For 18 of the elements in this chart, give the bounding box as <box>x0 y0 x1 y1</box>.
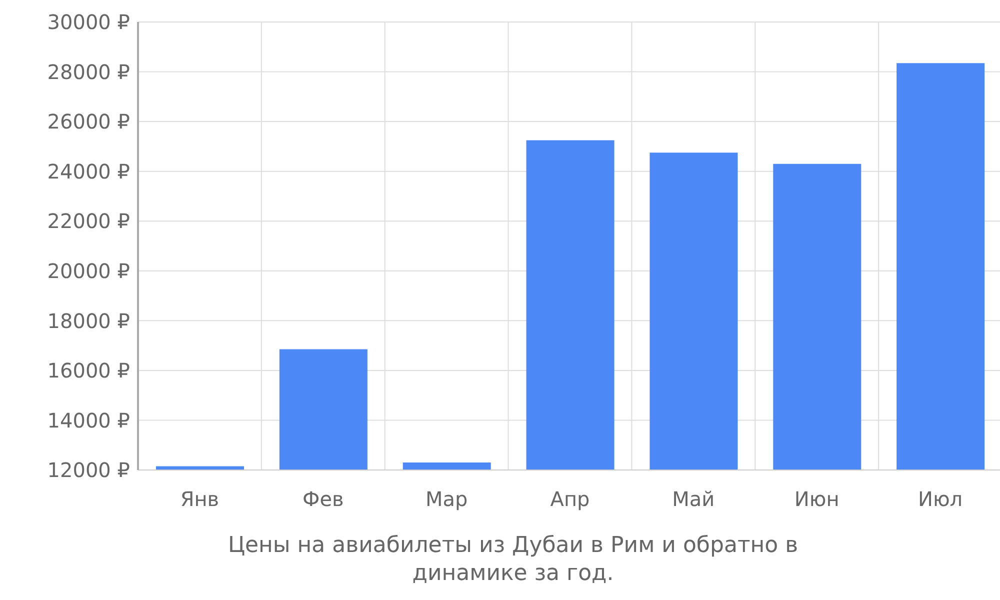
x-tick-label: Апр <box>550 487 590 512</box>
y-tick-label: 20000 ₽ <box>47 258 130 283</box>
x-axis-title: Цены на авиабилеты из Дубаи в Рим и обратно в динамике за год. <box>226 532 800 588</box>
y-tick-label: 28000 ₽ <box>47 60 130 84</box>
x-tick-label: Май <box>672 487 715 512</box>
y-tick-label: 24000 ₽ <box>47 159 130 184</box>
x-tick-label: Июл <box>918 487 963 512</box>
y-tick-label: 30000 ₽ <box>47 10 130 34</box>
y-tick-label: 12000 ₽ <box>47 458 130 482</box>
y-tick-label: 22000 ₽ <box>47 209 130 234</box>
y-tick-label: 26000 ₽ <box>47 110 130 134</box>
y-tick-label: 14000 ₽ <box>47 408 130 432</box>
x-tick-label: Мар <box>425 487 468 512</box>
x-tick-label: Янв <box>180 487 220 512</box>
y-tick-label: 18000 ₽ <box>47 308 130 333</box>
y-tick-label: 16000 ₽ <box>47 358 130 383</box>
x-tick-label: Июн <box>794 487 840 512</box>
x-tick-label: Фев <box>302 487 344 512</box>
